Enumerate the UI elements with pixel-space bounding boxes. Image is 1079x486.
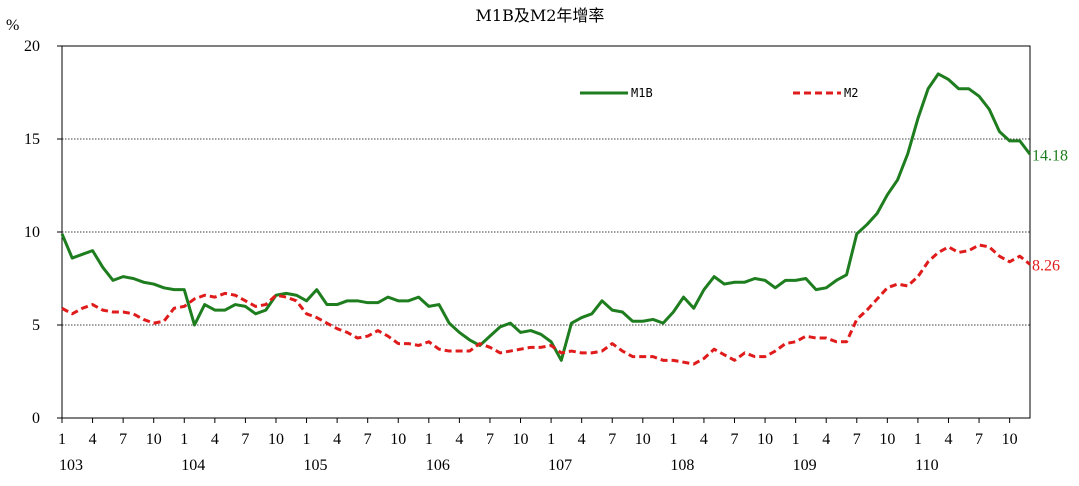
x-month-label: 7 bbox=[975, 431, 983, 448]
x-month-label: 4 bbox=[211, 431, 219, 448]
x-month-label: 1 bbox=[58, 431, 66, 448]
x-month-label: 4 bbox=[89, 431, 97, 448]
gridlines bbox=[62, 138, 1030, 326]
x-year-label: 104 bbox=[181, 457, 205, 474]
x-month-label: 10 bbox=[390, 431, 406, 448]
y-tick-label: 5 bbox=[32, 317, 40, 334]
series-layer bbox=[60, 72, 1032, 366]
x-month-label: 10 bbox=[879, 431, 895, 448]
x-month-label: 1 bbox=[303, 431, 311, 448]
x-month-label: 7 bbox=[364, 431, 372, 448]
legend-label-m1b: M1B bbox=[631, 86, 653, 100]
x-month-label: 7 bbox=[241, 431, 249, 448]
x-month-label: 1 bbox=[547, 431, 555, 448]
end-labels: 14.18 8.26 bbox=[1032, 147, 1068, 274]
series-m2 bbox=[61, 243, 1031, 366]
x-month-label: 1 bbox=[180, 431, 188, 448]
end-label-m1b: 14.18 bbox=[1032, 147, 1068, 164]
x-month-label: 1 bbox=[669, 431, 677, 448]
x-year-label: 106 bbox=[426, 457, 450, 474]
x-year-label: 110 bbox=[915, 457, 938, 474]
x-month-label: 4 bbox=[822, 431, 830, 448]
x-month-label: 7 bbox=[608, 431, 616, 448]
x-month-label: 4 bbox=[944, 431, 952, 448]
x-axis: 1 4 7 10 1 4 7 10 1 4 7 10 1 4 7 10 1 4 7 10 1 4 7 10 1 4 7 10 1 4 7 10… bbox=[58, 418, 1018, 474]
y-tick-label: 20 bbox=[24, 38, 40, 55]
series-m1b bbox=[60, 72, 1032, 362]
x-month-label: 4 bbox=[455, 431, 463, 448]
x-month-label: 10 bbox=[757, 431, 773, 448]
x-month-label: 7 bbox=[731, 431, 739, 448]
x-month-label: 4 bbox=[700, 431, 708, 448]
x-month-label: 1 bbox=[792, 431, 800, 448]
x-month-label: 7 bbox=[119, 431, 127, 448]
x-year-label: 107 bbox=[548, 457, 572, 474]
y-axis-unit: % bbox=[6, 17, 19, 34]
x-year-label: 103 bbox=[59, 457, 83, 474]
y-tick-label: 0 bbox=[32, 410, 40, 427]
y-tick-label: 15 bbox=[24, 131, 40, 148]
x-month-label: 7 bbox=[853, 431, 861, 448]
end-label-m2: 8.26 bbox=[1032, 257, 1060, 274]
x-year-label: 109 bbox=[793, 457, 817, 474]
x-month-label: 4 bbox=[578, 431, 586, 448]
x-month-label: 10 bbox=[1002, 431, 1018, 448]
x-month-label: 4 bbox=[333, 431, 341, 448]
x-month-label: 1 bbox=[425, 431, 433, 448]
chart-title: M1B及M2年增率 bbox=[476, 6, 605, 25]
y-axis: 0 5 10 15 20 bbox=[24, 38, 62, 427]
legend-label-m2: M2 bbox=[844, 86, 858, 100]
series-line-m2 bbox=[61, 243, 1031, 366]
series-line-m1b bbox=[60, 72, 1032, 362]
legend: M1B M2 bbox=[580, 86, 858, 100]
x-month-label: 10 bbox=[146, 431, 162, 448]
x-year-label: 105 bbox=[304, 457, 328, 474]
x-month-label: 1 bbox=[914, 431, 922, 448]
x-year-label: 108 bbox=[670, 457, 694, 474]
x-month-label: 7 bbox=[486, 431, 494, 448]
x-month-label: 10 bbox=[268, 431, 284, 448]
x-month-label: 10 bbox=[635, 431, 651, 448]
x-month-label: 10 bbox=[513, 431, 529, 448]
y-tick-label: 10 bbox=[24, 224, 40, 241]
